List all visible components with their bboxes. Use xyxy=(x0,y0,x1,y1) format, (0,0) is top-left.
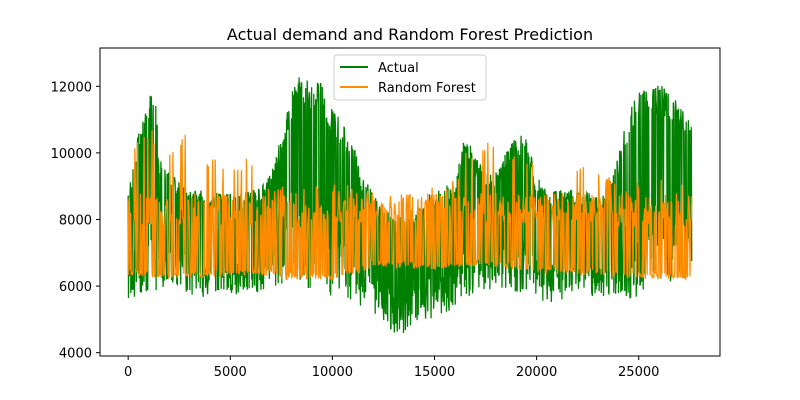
y-axis: 4000 6000 8000 10000 12000 xyxy=(51,80,100,362)
series-layer xyxy=(127,77,693,334)
plot-frame xyxy=(99,47,721,357)
series-line xyxy=(127,130,693,281)
x-tick-label: 5000 xyxy=(214,365,247,380)
y-tick-label: 12000 xyxy=(51,80,92,95)
y-tick-label: 10000 xyxy=(51,147,92,162)
y-tick-label: 8000 xyxy=(59,213,92,228)
legend-box xyxy=(333,54,487,101)
x-tick-label: 20000 xyxy=(516,365,557,380)
legend-label-random-forest: Random Forest xyxy=(378,81,476,96)
chart-title: Actual demand and Random Forest Predicti… xyxy=(227,25,593,44)
x-tick-label: 10000 xyxy=(312,365,353,380)
legend: Actual Random Forest xyxy=(333,54,487,101)
y-tick-label: 6000 xyxy=(59,280,92,295)
series-random-forest xyxy=(127,130,693,281)
x-tick-label: 0 xyxy=(124,365,132,380)
x-axis: 0 5000 10000 15000 20000 25000 xyxy=(124,356,659,380)
x-tick-label: 25000 xyxy=(618,365,659,380)
x-tick-label: 15000 xyxy=(414,365,455,380)
legend-label-actual: Actual xyxy=(378,61,419,76)
y-tick-label: 4000 xyxy=(59,347,92,362)
